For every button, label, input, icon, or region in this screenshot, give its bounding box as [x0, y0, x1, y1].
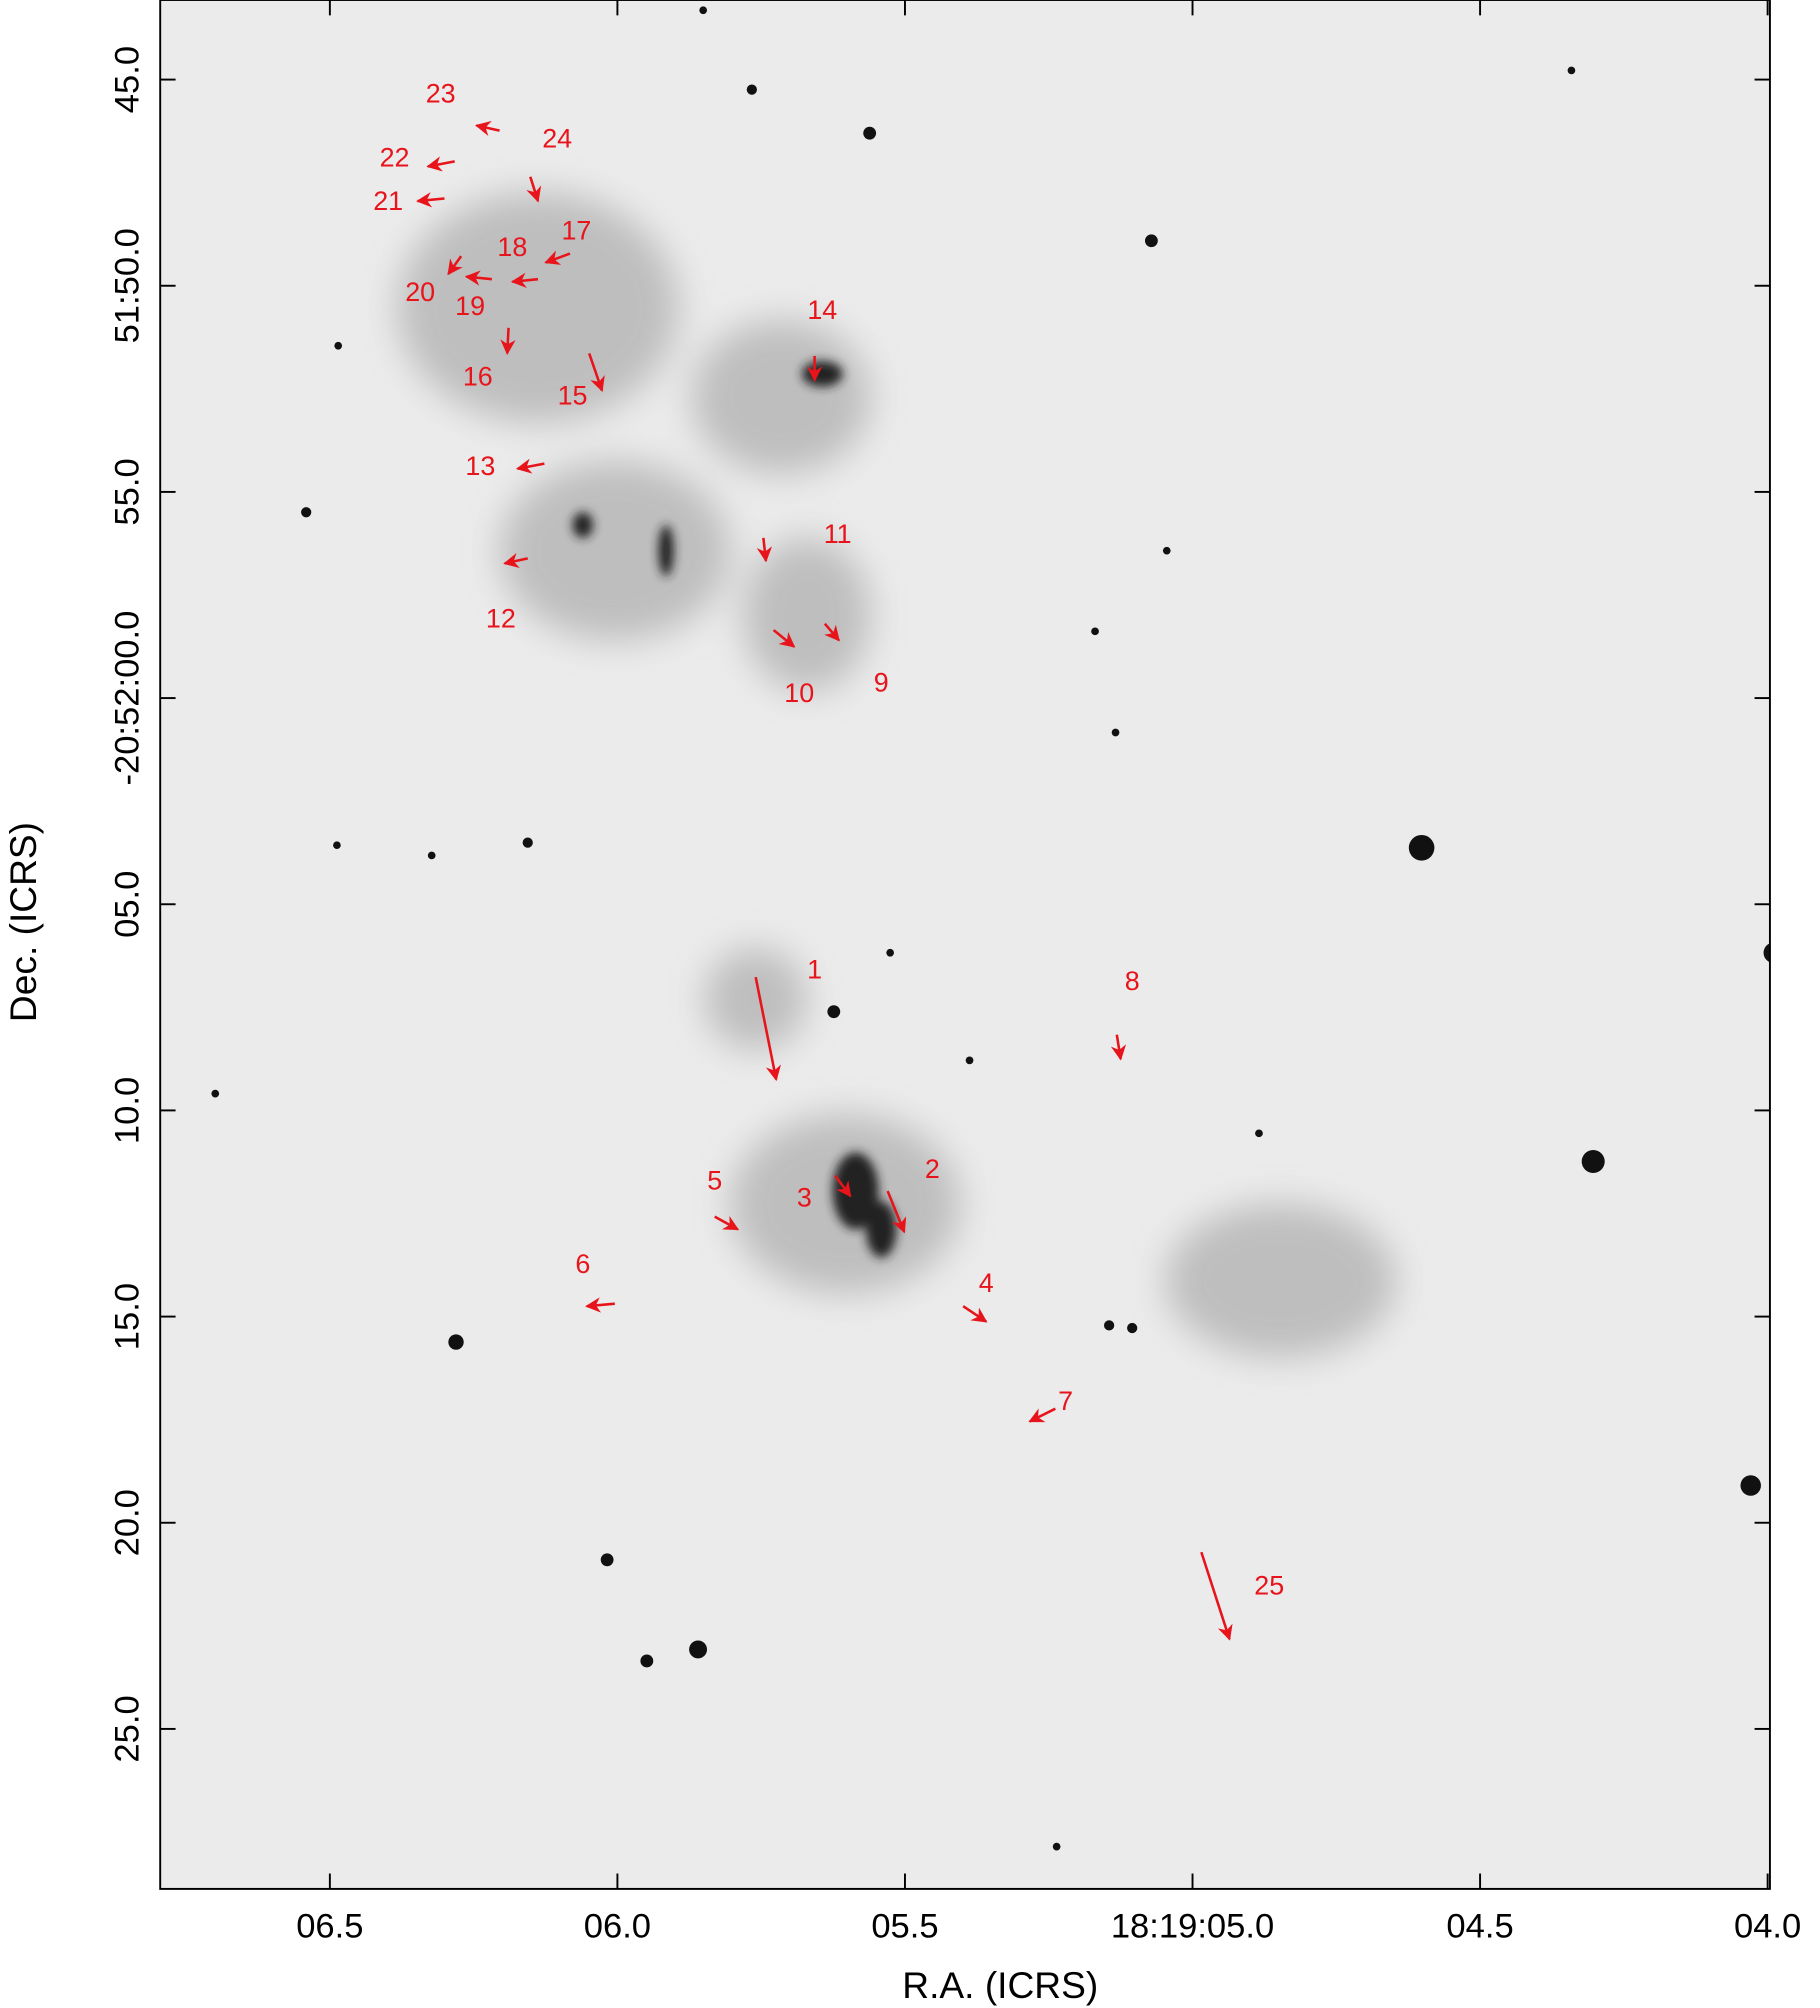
annotation-label: 8 — [1125, 966, 1140, 996]
annotation-arrow — [754, 976, 781, 1082]
annotation-arrow — [587, 353, 605, 393]
annotation-arrow — [510, 272, 539, 289]
sky-image — [160, 0, 1770, 1889]
annotation-arrow — [886, 1190, 907, 1234]
y-tick-label: -20:52:00.0 — [108, 611, 146, 786]
annotation-arrow — [526, 176, 542, 203]
annotation-arrow — [447, 255, 463, 276]
y-tick-label: 15.0 — [108, 1283, 146, 1350]
x-tick-label: 06.5 — [296, 1908, 363, 1946]
annotation-arrow — [464, 270, 493, 286]
y-tick-label: 25.0 — [108, 1695, 146, 1762]
annotation-arrow — [1110, 1034, 1127, 1061]
annotation-arrow — [503, 552, 529, 568]
annotation-label: 21 — [373, 186, 403, 216]
x-tick-label: 04.0 — [1734, 1908, 1801, 1946]
annotation-label: 24 — [542, 123, 572, 153]
annotation-label: 4 — [979, 1268, 994, 1298]
annotation-label: 2 — [925, 1154, 940, 1184]
x-axis-title: R.A. (ICRS) — [902, 1964, 1098, 2006]
y-tick-label: 10.0 — [108, 1077, 146, 1144]
annotation-label: 7 — [1058, 1386, 1073, 1416]
x-tick-label: 05.5 — [871, 1908, 938, 1946]
annotation-label: 23 — [426, 78, 456, 108]
y-tick-label: 45.0 — [108, 46, 146, 113]
annotation-label: 14 — [807, 295, 837, 325]
annotation-arrow — [756, 537, 773, 563]
annotations: 1234567891011121314151617181920212223242… — [373, 78, 1284, 1641]
ticks: 06.5 06.0 05.5 18:19:05.0 04.5 04.0 45.0 51:50.… — [108, 0, 1801, 1946]
annotation-label: 10 — [784, 678, 814, 708]
plot-frame — [159, 0, 1771, 1890]
annotation-arrow — [823, 622, 840, 642]
annotation-label: 22 — [380, 142, 410, 172]
annotation-arrow — [515, 458, 545, 474]
annotation-label: 1 — [807, 954, 822, 984]
annotation-arrow — [1028, 1407, 1056, 1423]
x-tick-label: 18:19:05.0 — [1111, 1908, 1274, 1946]
annotation-label: 6 — [575, 1249, 590, 1279]
x-tick-label: 04.5 — [1446, 1908, 1513, 1946]
annotation-arrow — [962, 1305, 988, 1323]
annotation-arrow — [585, 1297, 615, 1313]
y-tick-label: 20.0 — [108, 1489, 146, 1556]
annotation-label: 25 — [1254, 1570, 1284, 1600]
annotation-label: 5 — [707, 1166, 722, 1196]
y-axis-title: Dec. (ICRS) — [2, 822, 44, 1022]
annotation-arrow — [475, 120, 500, 137]
annotation-arrow — [772, 629, 796, 648]
annotation-arrow — [416, 192, 445, 208]
annotation-label: 12 — [486, 604, 516, 634]
annotation-label: 15 — [558, 381, 588, 411]
annotation-label: 16 — [463, 361, 493, 391]
y-tick-label: 55.0 — [108, 458, 146, 525]
annotation-label: 19 — [455, 291, 485, 321]
annotation-arrow — [834, 1174, 852, 1198]
annotation-label: 20 — [405, 277, 435, 307]
annotation-label: 3 — [797, 1182, 812, 1212]
annotation-arrow — [544, 250, 571, 265]
annotation-arrow — [1200, 1551, 1233, 1641]
y-tick-label: 51:50.0 — [108, 228, 146, 343]
annotation-label: 17 — [561, 215, 591, 245]
annotation-label: 11 — [824, 519, 852, 549]
annotation-label: 18 — [497, 232, 527, 262]
annotation-label: 13 — [465, 451, 495, 481]
x-tick-label: 06.0 — [584, 1908, 651, 1946]
annotation-arrow — [500, 327, 516, 355]
annotation-arrow — [426, 156, 455, 172]
annotation-arrow — [714, 1215, 740, 1231]
annotation-label: 9 — [874, 668, 889, 698]
y-tick-label: 05.0 — [108, 871, 146, 938]
